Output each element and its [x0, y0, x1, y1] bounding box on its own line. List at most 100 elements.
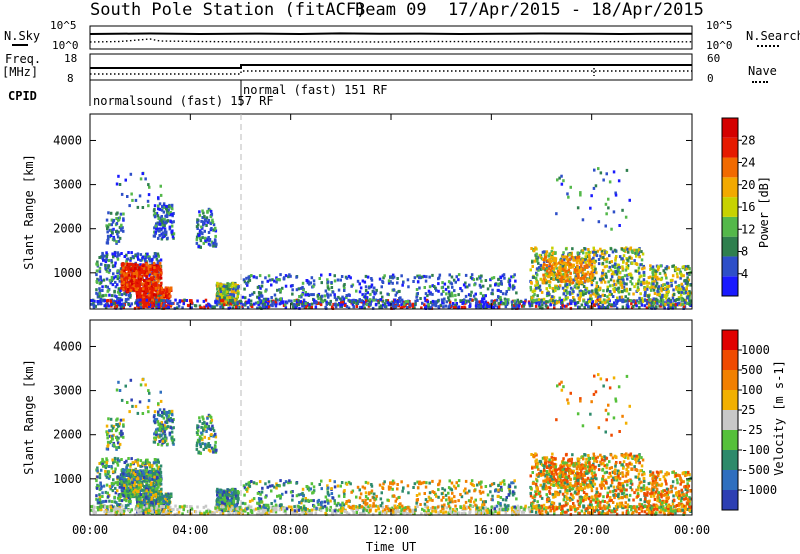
- echo-cell: [535, 273, 539, 277]
- echo-cell: [547, 291, 550, 295]
- echo-cell: [136, 303, 140, 307]
- echo-cell: [491, 292, 494, 296]
- echo-cell: [101, 491, 104, 495]
- echo-cell: [115, 182, 119, 186]
- echo-cell: [457, 305, 461, 309]
- echo-cell: [122, 303, 126, 307]
- echo-cell: [231, 300, 234, 304]
- echo-cell: [553, 271, 556, 275]
- echo-cell: [181, 299, 184, 303]
- echo-cell: [603, 265, 607, 269]
- echo-cell: [401, 300, 405, 304]
- echo-cell: [131, 485, 134, 489]
- echo-cell: [114, 275, 118, 279]
- echo-cell: [107, 472, 110, 476]
- echo-cell: [583, 247, 586, 250]
- echo-cell: [268, 304, 271, 308]
- echo-cell: [148, 483, 151, 487]
- echo-cell: [144, 260, 147, 264]
- echo-cell: [492, 276, 496, 280]
- echo-cell: [304, 291, 307, 294]
- echo-cell: [567, 262, 570, 266]
- echo-cell: [656, 301, 659, 305]
- echo-cell: [593, 265, 596, 269]
- echo-cell: [100, 279, 103, 283]
- echo-cell: [404, 300, 407, 304]
- echo-cell: [482, 306, 486, 310]
- echo-cell: [154, 293, 157, 297]
- echo-cell: [125, 268, 128, 271]
- echo-cell: [345, 294, 348, 297]
- echo-cell: [561, 267, 565, 271]
- echo-cell: [320, 273, 323, 277]
- echo-cell: [124, 276, 128, 280]
- echo-cell: [113, 500, 117, 504]
- echo-cell: [145, 295, 148, 299]
- echo-cell: [537, 266, 541, 270]
- echo-cell: [590, 297, 593, 301]
- echo-cell: [575, 301, 578, 305]
- echo-cell: [145, 481, 148, 485]
- echo-cell: [411, 304, 414, 308]
- echo-cell: [416, 280, 420, 284]
- echo-cell: [256, 285, 260, 289]
- echo-cell: [120, 458, 123, 461]
- echo-cell: [308, 282, 311, 286]
- echo-cell: [160, 227, 163, 231]
- echo-cell: [121, 489, 124, 493]
- echo-cell: [196, 223, 200, 227]
- echo-cell: [310, 293, 313, 297]
- echo-cell: [655, 275, 659, 279]
- echo-cell: [684, 278, 688, 282]
- echo-cell: [569, 185, 572, 189]
- echo-cell: [538, 302, 541, 306]
- echo-cell: [259, 291, 263, 295]
- echo-cell: [615, 306, 619, 310]
- echo-cell: [638, 296, 641, 300]
- echo-cell: [514, 302, 517, 306]
- echo-cell: [447, 285, 450, 289]
- echo-cell: [90, 302, 93, 306]
- echo-cell: [105, 461, 109, 464]
- echo-cell: [207, 236, 210, 239]
- echo-cell: [202, 220, 205, 224]
- echo-cell: [116, 457, 120, 461]
- echo-cell: [602, 298, 606, 302]
- echo-cell: [546, 300, 549, 304]
- echo-cell: [617, 268, 620, 272]
- echo-cell: [162, 288, 166, 292]
- echo-cell: [142, 470, 145, 474]
- echo-cell: [423, 296, 427, 300]
- echo-cell: [654, 269, 657, 273]
- echo-cell: [394, 305, 398, 308]
- echo-cell: [561, 262, 564, 265]
- echo-cell: [658, 272, 662, 275]
- echo-cell: [583, 267, 586, 271]
- echo-cell: [223, 296, 226, 300]
- echo-cell: [548, 258, 551, 262]
- echo-cell: [168, 213, 172, 217]
- echo-cell: [511, 287, 515, 291]
- echo-cell: [653, 292, 657, 295]
- echo-cell: [120, 270, 123, 274]
- echo-cell: [155, 257, 159, 261]
- echo-cell: [381, 281, 385, 284]
- echo-cell: [333, 295, 337, 299]
- echo-cell: [150, 295, 153, 298]
- echo-cell: [151, 304, 154, 308]
- echo-cell: [613, 248, 617, 252]
- echo-cell: [688, 291, 691, 295]
- echo-cell: [561, 255, 565, 259]
- echo-cell: [590, 283, 594, 287]
- echo-cell: [601, 271, 604, 275]
- echo-cell: [203, 215, 206, 218]
- echo-cell: [428, 292, 432, 296]
- echo-cell: [201, 216, 204, 219]
- echo-cell: [99, 255, 103, 259]
- echo-cell: [135, 279, 138, 283]
- echo-cell: [351, 303, 355, 307]
- echo-cell: [631, 251, 634, 254]
- echo-cell: [579, 191, 582, 195]
- echo-cell: [92, 303, 96, 307]
- echo-cell: [218, 296, 221, 300]
